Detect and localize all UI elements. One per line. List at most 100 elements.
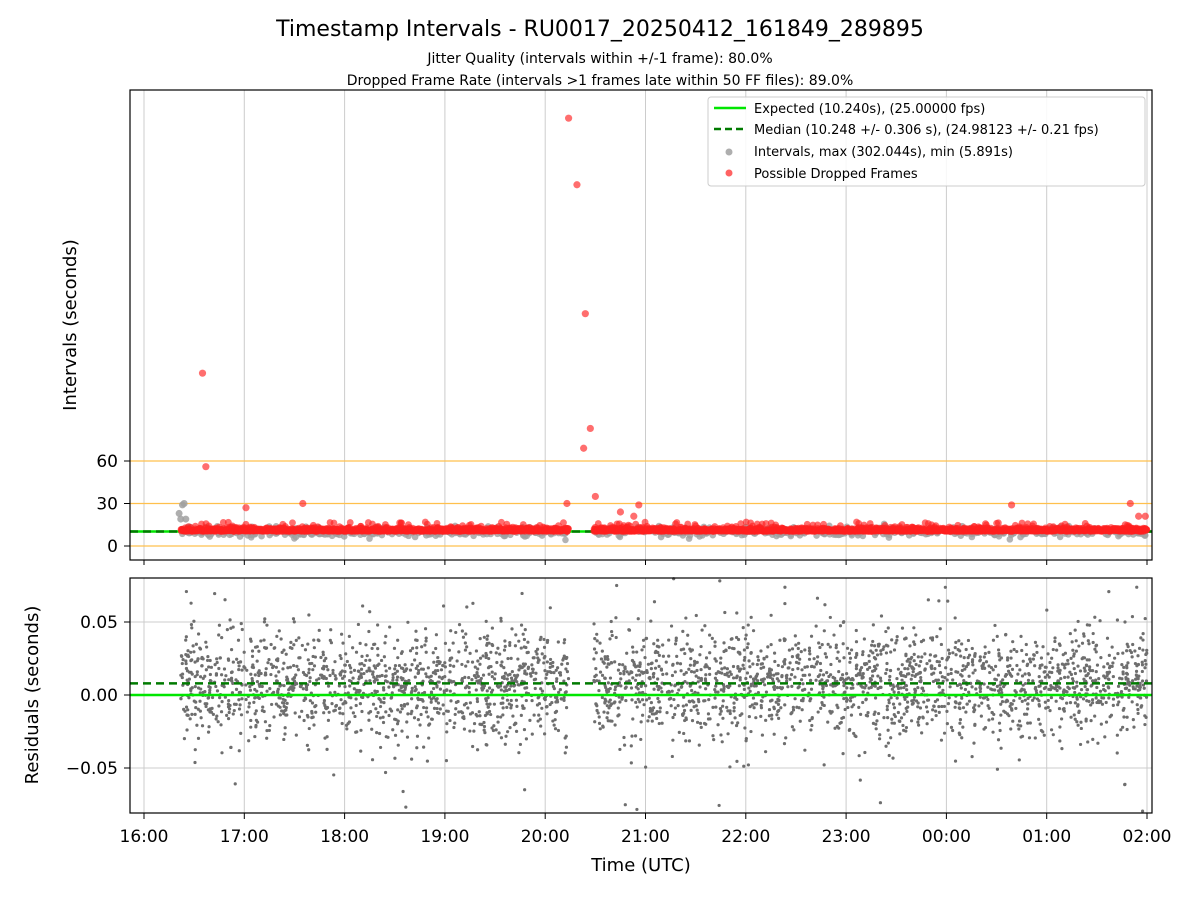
residual-point bbox=[410, 757, 414, 761]
residual-point bbox=[339, 632, 344, 636]
residual-point bbox=[237, 664, 241, 668]
residual-point bbox=[294, 733, 298, 737]
residual-point bbox=[517, 639, 521, 643]
residual-point bbox=[448, 718, 452, 723]
residual-point bbox=[431, 651, 435, 655]
residual-point bbox=[500, 675, 505, 679]
residual-point bbox=[190, 712, 194, 716]
dropped-frame-point bbox=[1135, 512, 1143, 520]
residual-point bbox=[208, 672, 212, 677]
residual-point bbox=[326, 684, 331, 688]
residual-point bbox=[343, 663, 347, 667]
residual-point bbox=[468, 651, 472, 655]
residual-point bbox=[285, 701, 289, 705]
residual-point bbox=[543, 669, 547, 673]
residual-point bbox=[338, 654, 342, 658]
residual-point bbox=[251, 665, 256, 670]
legend: Expected (10.240s), (25.00000 fps) Media… bbox=[707, 96, 1146, 187]
residual-point bbox=[382, 696, 386, 700]
dropped-frame-point bbox=[1141, 512, 1149, 520]
residual-point bbox=[484, 743, 488, 747]
residual-point bbox=[184, 635, 188, 639]
residual-point bbox=[325, 747, 329, 751]
residual-point bbox=[545, 712, 549, 716]
dropped-frame-point bbox=[630, 512, 638, 520]
residual-point bbox=[338, 711, 342, 715]
residual-point bbox=[203, 674, 207, 678]
residual-point bbox=[464, 632, 468, 636]
residual-point bbox=[306, 658, 310, 662]
residual-point bbox=[368, 610, 372, 614]
residual-point bbox=[404, 805, 408, 809]
residual-point bbox=[472, 729, 476, 733]
residual-point bbox=[277, 629, 281, 633]
residual-point bbox=[425, 759, 430, 763]
residual-point bbox=[412, 716, 417, 720]
residual-point bbox=[509, 698, 513, 703]
residual-point bbox=[436, 656, 440, 660]
residual-point bbox=[282, 737, 286, 742]
residual-point bbox=[515, 704, 519, 709]
residual-point bbox=[349, 670, 353, 674]
residual-point bbox=[189, 688, 193, 693]
residual-point bbox=[542, 661, 546, 665]
residual-point bbox=[395, 678, 399, 682]
residual-point bbox=[244, 697, 248, 702]
residual-point bbox=[393, 733, 398, 737]
residual-point bbox=[327, 710, 331, 714]
residual-point bbox=[217, 623, 222, 627]
residual-point bbox=[292, 643, 296, 647]
residual-point bbox=[424, 636, 428, 640]
residual-point bbox=[522, 727, 527, 732]
residual-point bbox=[501, 706, 505, 710]
residual-point bbox=[489, 712, 493, 717]
residual-point bbox=[284, 652, 288, 656]
residual-point bbox=[558, 687, 562, 692]
residual-point bbox=[503, 644, 507, 648]
residual-point bbox=[376, 623, 380, 627]
residual-point bbox=[242, 650, 246, 654]
residual-point bbox=[441, 604, 446, 608]
residual-point bbox=[462, 715, 466, 719]
residual-point bbox=[203, 689, 207, 694]
residual-point bbox=[427, 736, 431, 740]
interval-point bbox=[1056, 533, 1064, 541]
residual-point bbox=[186, 649, 190, 653]
residual-point bbox=[213, 591, 217, 596]
residual-point bbox=[517, 751, 521, 755]
dropped-frame-point bbox=[1143, 526, 1151, 534]
residual-point bbox=[239, 621, 243, 626]
residual-point bbox=[408, 668, 413, 672]
residual-point bbox=[479, 676, 483, 681]
residual-point bbox=[489, 650, 493, 654]
dropped-frame-point bbox=[330, 519, 338, 527]
residual-point bbox=[225, 713, 229, 717]
residual-point bbox=[205, 645, 209, 649]
residual-point bbox=[367, 711, 371, 715]
residual-point bbox=[265, 736, 269, 740]
residual-point bbox=[307, 613, 311, 617]
residual-point bbox=[472, 673, 477, 678]
dropped-frame-point bbox=[580, 444, 588, 452]
residual-point bbox=[288, 665, 292, 669]
residual-point bbox=[552, 671, 556, 675]
residual-point bbox=[374, 707, 378, 711]
residual-point bbox=[295, 682, 299, 686]
residual-point bbox=[410, 686, 414, 690]
residual-point bbox=[349, 696, 353, 700]
residual-point bbox=[264, 667, 268, 671]
residual-point bbox=[532, 678, 536, 682]
residual-point bbox=[554, 668, 558, 672]
residual-point bbox=[476, 659, 480, 663]
residual-point bbox=[198, 699, 202, 703]
interval-point bbox=[182, 515, 190, 523]
chart-subtitle-dropped: Dropped Frame Rate (intervals >1 frames … bbox=[347, 73, 854, 89]
residual-point bbox=[414, 638, 418, 642]
residual-point bbox=[265, 689, 269, 693]
residual-point bbox=[411, 646, 415, 650]
residual-point bbox=[519, 646, 523, 650]
residual-point bbox=[415, 746, 419, 750]
residual-point bbox=[508, 643, 512, 647]
residual-point bbox=[223, 678, 227, 682]
